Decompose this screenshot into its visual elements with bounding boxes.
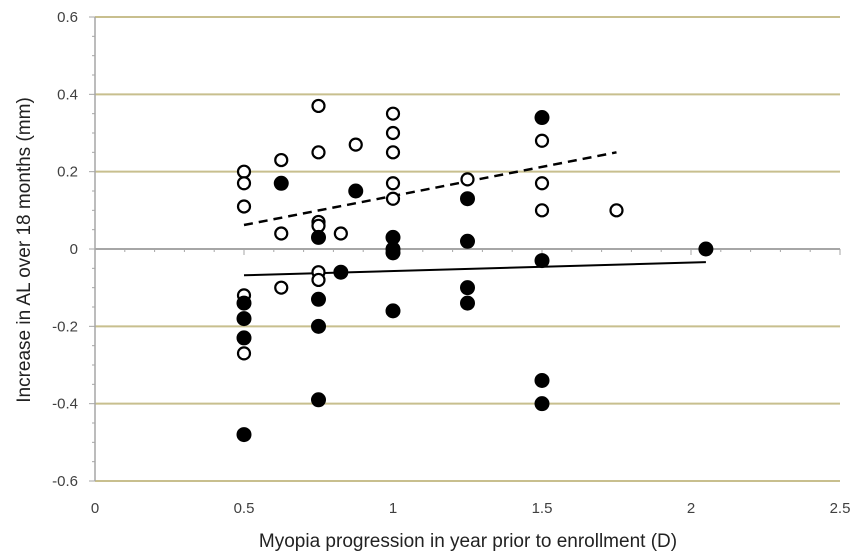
- x-axis-title: Myopia progression in year prior to enro…: [259, 531, 677, 552]
- y-tick-label: -0.4: [52, 396, 78, 413]
- filled-circle-point: [311, 291, 326, 307]
- open-circle-point: [348, 137, 363, 152]
- filled-circle-point: [311, 229, 326, 245]
- open-circle-point: [311, 272, 326, 288]
- open-circle-point: [534, 133, 550, 148]
- tick-labels: -0.6 -0.4 -0.2 0 0.2 0.4 0.6 0 0.5 1 1.5 2 2.5: [52, 9, 850, 517]
- filled-circle-point: [236, 295, 252, 311]
- x-tick-label: 0: [91, 500, 99, 517]
- filled-circle-point: [460, 280, 475, 296]
- filled-circle-point: [311, 392, 326, 408]
- filled-circle-point: [273, 175, 289, 191]
- x-tick-label: 1: [389, 500, 397, 517]
- filled-circle-point: [311, 318, 326, 334]
- filled-circle-point: [698, 241, 714, 257]
- open-circle-point: [534, 203, 550, 218]
- open-circle-point: [460, 172, 475, 187]
- x-tick-label: 1.5: [532, 500, 553, 517]
- x-tick-label: 0.5: [234, 500, 255, 517]
- open-circle-point: [385, 191, 401, 206]
- x-tick-label: 2.5: [830, 500, 851, 517]
- open-circle-point: [385, 145, 401, 160]
- open-circle-point: [385, 106, 401, 121]
- open-circle-point: [311, 145, 326, 160]
- y-tick-label: 0.2: [57, 164, 78, 181]
- filled-circle-point: [236, 311, 252, 327]
- filled-circle-point: [333, 264, 349, 280]
- gridlines: [95, 16, 840, 482]
- y-tick-label: -0.6: [52, 473, 78, 490]
- open-circle-point: [236, 176, 252, 191]
- open-circle-point: [534, 176, 550, 191]
- y-tick-label: 0.4: [57, 86, 78, 103]
- filled-circle-point: [236, 330, 252, 346]
- filled-circle-point: [460, 295, 475, 311]
- open-circle-point: [333, 226, 348, 241]
- filled-circle-point: [385, 303, 401, 319]
- data-points: [236, 98, 714, 443]
- open-circle-point: [274, 280, 289, 295]
- trendline-dashed: [243, 151, 617, 227]
- filled-circle-point: [534, 110, 550, 126]
- open-circle-point: [274, 226, 289, 241]
- y-tick-label: 0.6: [57, 9, 78, 26]
- filled-circle-point: [460, 191, 475, 207]
- x-tick-label: 2: [687, 500, 695, 517]
- open-circle-point: [236, 164, 252, 179]
- axes: [89, 16, 841, 482]
- open-circle-point: [385, 176, 401, 191]
- open-circle-point: [311, 98, 326, 114]
- open-circle-point: [236, 199, 252, 214]
- filled-circle-point: [348, 183, 364, 199]
- open-circle-point: [385, 125, 401, 141]
- filled-circle-point: [534, 396, 550, 412]
- filled-circle-point: [534, 372, 550, 388]
- filled-circle-point: [385, 245, 401, 261]
- filled-circle-point: [534, 253, 550, 269]
- y-tick-label: 0: [70, 241, 78, 258]
- filled-circle-point: [236, 427, 252, 443]
- y-axis-title: Increase in AL over 18 months (mm): [14, 97, 35, 403]
- open-circle-point: [236, 346, 252, 361]
- filled-circle-point: [460, 233, 475, 249]
- open-circle-point: [609, 203, 624, 218]
- open-circle-point: [274, 152, 289, 168]
- y-tick-label: -0.2: [52, 318, 78, 335]
